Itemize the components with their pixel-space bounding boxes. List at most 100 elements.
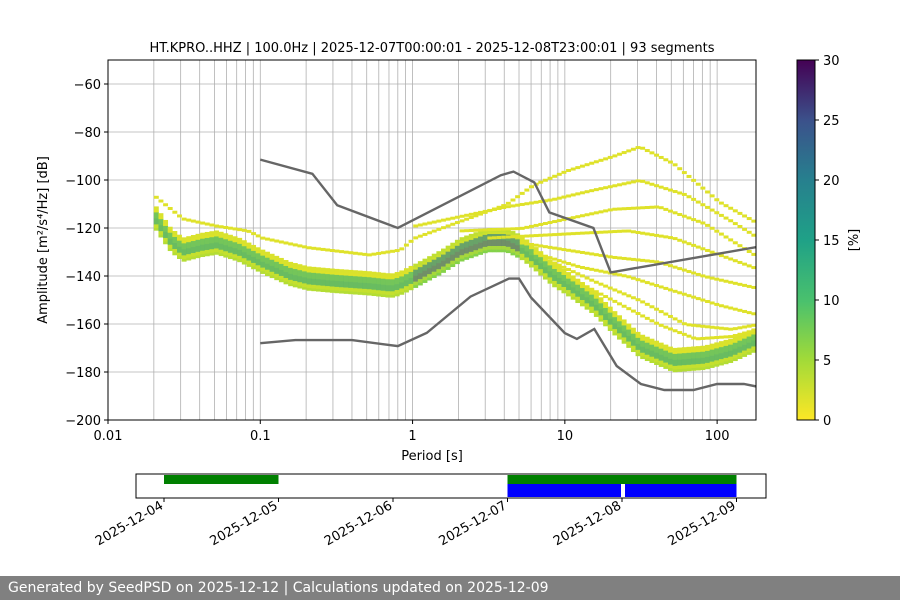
- heatmap-cell: [672, 317, 678, 321]
- x-tick-label: 0.1: [250, 429, 271, 444]
- heatmap-cell: [408, 271, 414, 279]
- heatmap-cell: [227, 246, 233, 254]
- heatmap-cell: [635, 349, 641, 357]
- heatmap-cell: [385, 250, 391, 254]
- heatmap-cell: [556, 263, 562, 267]
- availability-tick-label: 2025-12-09: [666, 498, 739, 549]
- heatmap-cell: [186, 218, 192, 222]
- heatmap-cell: [630, 345, 636, 353]
- heatmap-cell: [241, 252, 247, 259]
- heatmap-cell: [644, 342, 650, 350]
- heatmap-cell: [751, 312, 756, 316]
- heatmap-cell: [269, 257, 275, 276]
- heatmap-cell: [167, 238, 173, 246]
- heatmap-cell: [431, 259, 437, 266]
- heatmap-cell: [519, 241, 525, 245]
- heatmap-cell: [547, 256, 553, 260]
- heatmap-cell: [445, 257, 451, 264]
- heatmap-cell: [510, 234, 516, 253]
- heatmap-cell: [654, 352, 660, 359]
- heatmap-cell: [501, 231, 507, 250]
- heatmap-cell: [450, 260, 456, 268]
- heatmap-cell: [617, 183, 622, 187]
- heatmap-cell: [274, 267, 280, 275]
- heatmap-cell: [728, 356, 734, 363]
- heatmap-cell: [556, 265, 562, 273]
- heatmap-cell: [297, 244, 303, 248]
- heatmap-cell: [343, 269, 349, 276]
- heatmap-cell: [630, 276, 636, 280]
- heatmap-cell: [478, 212, 484, 216]
- heatmap-cell: [552, 233, 558, 237]
- heatmap-cell: [566, 284, 572, 291]
- heatmap-cell: [617, 333, 622, 340]
- heatmap-cell: [237, 249, 243, 257]
- heatmap-cell: [325, 274, 331, 281]
- heatmap-cell: [649, 305, 655, 309]
- heatmap-cell: [529, 243, 534, 250]
- heatmap-cell: [403, 280, 409, 287]
- heatmap-cell: [723, 235, 729, 239]
- heatmap-cell: [265, 263, 270, 271]
- heatmap-cell: [385, 291, 391, 298]
- heatmap-cell: [603, 319, 609, 327]
- heatmap-cell: [288, 279, 294, 287]
- heatmap-cell: [603, 230, 609, 234]
- heatmap-cell: [663, 286, 669, 290]
- heatmap-cell: [681, 268, 687, 272]
- availability-green-bar: [164, 475, 279, 484]
- chart-title: HT.KPRO..HHZ | 100.0Hz | 2025-12-07T00:0…: [149, 41, 714, 56]
- availability-tick-label: 2025-12-04: [93, 498, 166, 549]
- heatmap-cell: [612, 329, 618, 336]
- heatmap-cell: [621, 323, 627, 342]
- heatmap-cell: [371, 271, 377, 279]
- colorbar: [796, 59, 816, 421]
- heatmap-cell: [672, 365, 678, 373]
- heatmap-cell: [603, 209, 609, 213]
- heatmap-cell: [626, 149, 632, 153]
- heatmap-cell: [413, 281, 419, 288]
- heatmap-cell: [598, 253, 604, 257]
- heatmap-cell: [195, 220, 201, 224]
- heatmap-cell: [667, 346, 673, 353]
- heatmap-cell: [746, 284, 752, 288]
- heatmap-cell: [288, 273, 294, 281]
- heatmap-cell: [468, 237, 474, 256]
- heatmap-cell: [626, 341, 632, 348]
- heatmap-cell: [399, 282, 405, 289]
- heatmap-cell: [288, 242, 294, 246]
- heatmap-cell: [700, 298, 706, 302]
- heatmap-cell: [566, 248, 572, 252]
- heatmap-cell: [723, 305, 729, 309]
- heatmap-cell: [427, 259, 433, 278]
- heatmap-cell: [681, 240, 687, 244]
- heatmap-cell: [598, 292, 604, 296]
- heatmap-cell: [626, 327, 632, 346]
- heatmap-cell: [607, 286, 613, 290]
- heatmap-cell: [552, 174, 558, 178]
- heatmap-cell: [612, 154, 618, 158]
- heatmap-cell: [501, 235, 507, 239]
- heatmap-cell: [274, 261, 280, 269]
- heatmap-cell: [705, 275, 710, 279]
- heatmap-cell: [621, 325, 627, 332]
- heatmap-cell: [380, 278, 386, 286]
- heatmap-cell: [343, 287, 349, 294]
- heatmap-cell: [371, 252, 377, 256]
- heatmap-cell: [630, 180, 636, 184]
- heatmap-cell: [334, 274, 340, 282]
- heatmap-cell: [718, 347, 724, 354]
- heatmap-cell: [329, 274, 335, 281]
- heatmap-cell: [454, 257, 460, 265]
- heatmap-cell: [709, 301, 715, 305]
- heatmap-cell: [510, 235, 516, 239]
- heatmap-cell: [677, 167, 683, 171]
- heatmap-cell: [570, 279, 576, 298]
- heatmap-cell: [306, 270, 312, 289]
- heatmap-cell: [422, 264, 428, 271]
- heatmap-cell: [353, 273, 358, 292]
- heatmap-cell: [617, 207, 622, 211]
- heatmap-cell: [677, 365, 683, 372]
- heatmap-cell: [315, 285, 321, 292]
- heatmap-cell: [394, 290, 400, 297]
